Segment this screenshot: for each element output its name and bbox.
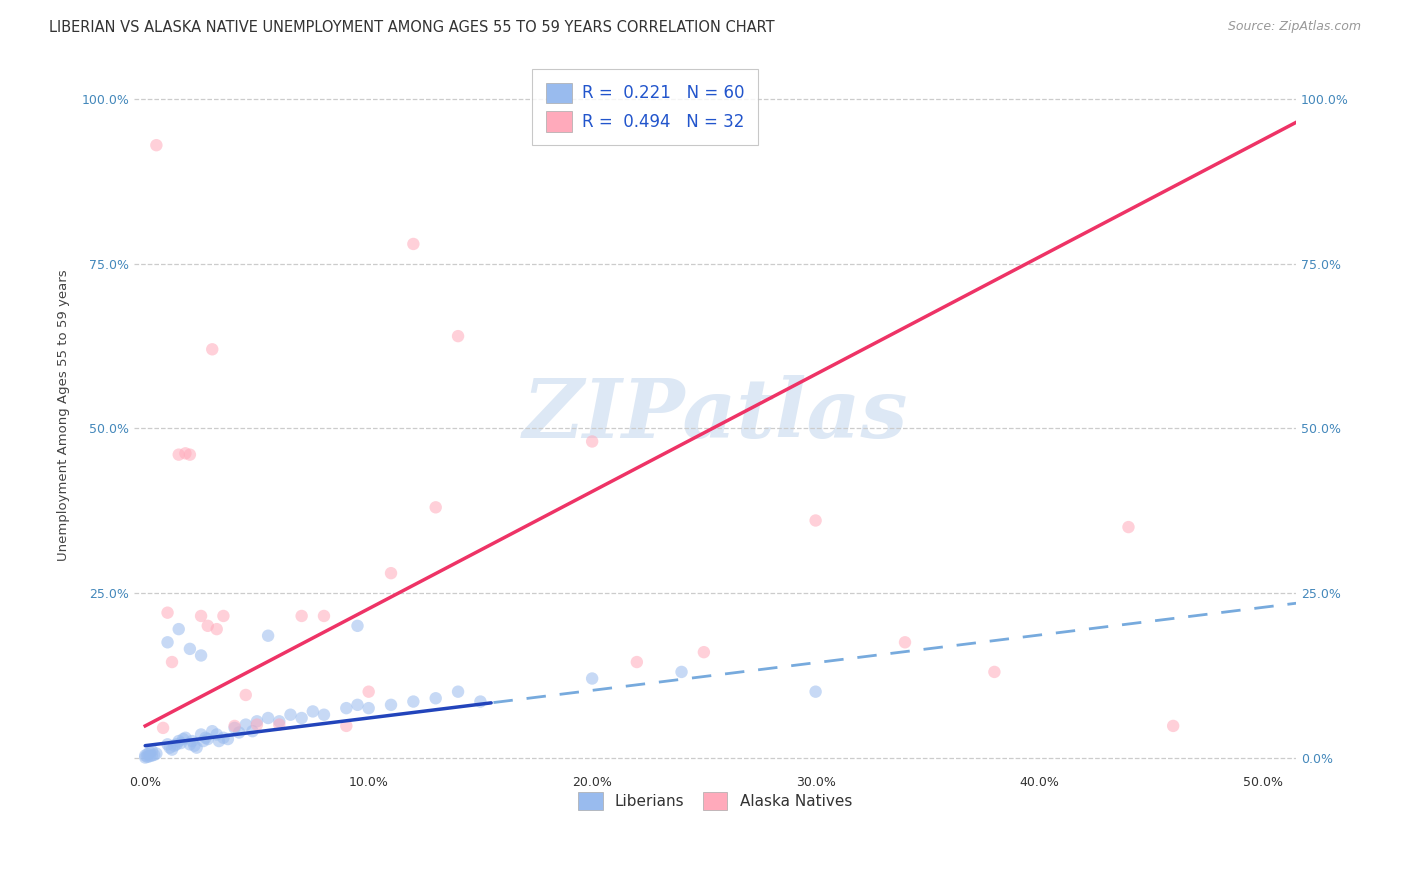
Point — [346, 619, 368, 633]
Point — [357, 701, 380, 715]
Point — [626, 655, 648, 669]
Point — [804, 684, 827, 698]
Point — [136, 749, 159, 764]
Point — [138, 749, 160, 764]
Point — [447, 684, 470, 698]
Point — [156, 737, 179, 751]
Point — [470, 694, 492, 708]
Point — [1118, 520, 1140, 534]
Point — [145, 138, 167, 153]
Point — [181, 734, 204, 748]
Point — [186, 740, 208, 755]
Point — [179, 641, 201, 656]
Text: ZIPatlas: ZIPatlas — [522, 376, 908, 455]
Point — [194, 731, 217, 745]
Point — [167, 734, 190, 748]
Y-axis label: Unemployment Among Ages 55 to 59 years: Unemployment Among Ages 55 to 59 years — [58, 269, 70, 561]
Point — [197, 732, 219, 747]
Point — [212, 731, 235, 745]
Text: LIBERIAN VS ALASKA NATIVE UNEMPLOYMENT AMONG AGES 55 TO 59 YEARS CORRELATION CHA: LIBERIAN VS ALASKA NATIVE UNEMPLOYMENT A… — [49, 20, 775, 35]
Point — [205, 727, 228, 741]
Point — [156, 635, 179, 649]
Point — [1161, 719, 1184, 733]
Point — [242, 724, 264, 739]
Point — [138, 745, 160, 759]
Point — [380, 566, 402, 581]
Point — [179, 737, 201, 751]
Point — [257, 711, 280, 725]
Point — [201, 724, 224, 739]
Point — [172, 732, 194, 747]
Point — [235, 717, 257, 731]
Point — [280, 707, 302, 722]
Point — [335, 719, 357, 733]
Point — [257, 629, 280, 643]
Point — [208, 734, 231, 748]
Point — [212, 609, 235, 624]
Point — [141, 748, 163, 763]
Point — [224, 719, 246, 733]
Point — [160, 655, 183, 669]
Point — [269, 717, 291, 731]
Point — [190, 727, 212, 741]
Point — [205, 622, 228, 636]
Legend: Liberians, Alaska Natives: Liberians, Alaska Natives — [572, 786, 858, 816]
Point — [136, 747, 159, 762]
Text: Source: ZipAtlas.com: Source: ZipAtlas.com — [1227, 20, 1361, 33]
Point — [143, 747, 166, 762]
Point — [156, 606, 179, 620]
Point — [581, 672, 603, 686]
Point — [197, 619, 219, 633]
Point — [201, 343, 224, 357]
Point — [402, 236, 425, 251]
Point — [159, 740, 181, 755]
Point — [167, 448, 190, 462]
Point — [693, 645, 716, 659]
Point — [246, 714, 269, 729]
Point — [425, 691, 447, 706]
Point — [163, 739, 186, 753]
Point — [983, 665, 1005, 679]
Point — [167, 622, 190, 636]
Point — [301, 705, 323, 719]
Point — [190, 609, 212, 624]
Point — [425, 500, 447, 515]
Point — [183, 739, 205, 753]
Point — [166, 737, 188, 751]
Point — [235, 688, 257, 702]
Point — [671, 665, 693, 679]
Point — [193, 734, 215, 748]
Point — [357, 684, 380, 698]
Point — [141, 744, 163, 758]
Point — [170, 736, 193, 750]
Point — [174, 446, 197, 460]
Point — [581, 434, 603, 449]
Point — [894, 635, 917, 649]
Point — [179, 448, 201, 462]
Point — [269, 714, 291, 729]
Point — [291, 711, 314, 725]
Point — [291, 609, 314, 624]
Point — [224, 721, 246, 735]
Point — [134, 750, 156, 764]
Point — [134, 748, 156, 763]
Point — [152, 721, 174, 735]
Point — [160, 742, 183, 756]
Point — [312, 707, 335, 722]
Point — [447, 329, 470, 343]
Point — [380, 698, 402, 712]
Point — [228, 725, 250, 739]
Point — [246, 717, 269, 731]
Point — [804, 514, 827, 528]
Point — [174, 731, 197, 745]
Point — [145, 747, 167, 761]
Point — [402, 694, 425, 708]
Point — [346, 698, 368, 712]
Point — [335, 701, 357, 715]
Point — [190, 648, 212, 663]
Point — [217, 732, 239, 747]
Point — [312, 609, 335, 624]
